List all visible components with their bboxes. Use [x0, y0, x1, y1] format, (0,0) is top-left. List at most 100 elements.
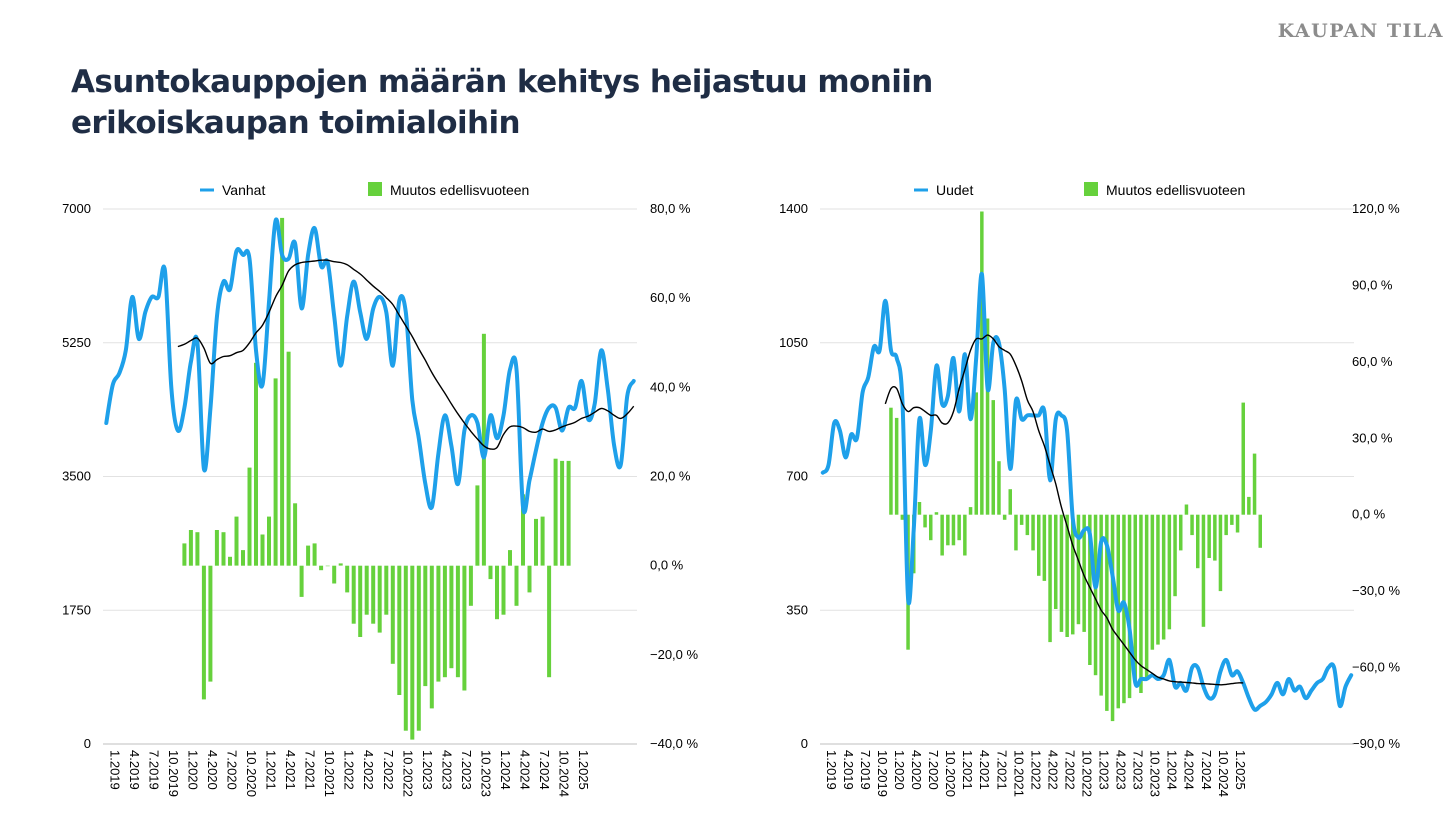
bar-change: [1196, 514, 1200, 569]
bar-change: [195, 532, 200, 566]
x-tick-label: 7.2024: [537, 750, 552, 790]
y-right-tick-label: −60,0 %: [1352, 660, 1401, 675]
bar-change: [286, 351, 291, 566]
bar-change: [1139, 514, 1143, 693]
page-title: Asuntokauppojen määrän kehitys heijastuu…: [71, 62, 1071, 144]
bar-change: [1230, 514, 1234, 525]
x-tick-label: 10.2020: [244, 750, 259, 797]
x-tick-label: 1.2023: [420, 750, 435, 790]
bar-change: [390, 565, 395, 664]
bar-change: [201, 565, 206, 700]
x-tick-label: 4.2019: [127, 750, 142, 790]
bar-change: [208, 565, 213, 682]
y-right-tick-label: 0,0 %: [1352, 507, 1386, 522]
trend-line: [884, 334, 1244, 686]
x-tick-label: 10.2022: [400, 750, 415, 797]
x-tick-label: 7.2023: [1131, 750, 1146, 790]
x-tick-label: 1.2022: [1028, 750, 1043, 790]
legend-bar-swatch: [1084, 182, 1098, 196]
bar-change: [1002, 514, 1007, 520]
x-tick-label: 1.2020: [185, 750, 200, 790]
legend-bar-label: Muutos edellisvuoteen: [390, 182, 529, 198]
bar-change: [462, 565, 467, 691]
bar-change: [1065, 514, 1069, 637]
bar-change: [501, 565, 506, 615]
x-tick-label: 10.2020: [943, 750, 958, 797]
bar-change: [410, 565, 415, 740]
bar-change: [514, 565, 519, 606]
bar-change: [534, 518, 538, 566]
x-tick-label: 7.2020: [926, 750, 941, 790]
y-right-tick-label: 0,0 %: [650, 558, 684, 573]
y-left-tick-label: 1050: [779, 335, 808, 350]
bar-change: [957, 514, 961, 541]
y-right-tick-label: 120,0 %: [1352, 201, 1400, 216]
x-tick-label: 4.2021: [283, 750, 298, 790]
bar-change: [429, 565, 434, 709]
bar-change: [221, 532, 226, 566]
title-line-2: erikoiskaupan toimialoihin: [71, 105, 521, 141]
bar-change: [951, 514, 956, 546]
bar-change: [384, 565, 389, 615]
x-tick-label: 7.2022: [1062, 750, 1077, 790]
bar-change: [968, 507, 973, 515]
x-tick-label: 4.2020: [205, 750, 220, 790]
bar-change: [1184, 504, 1189, 515]
bar-change: [1048, 514, 1052, 643]
bar-change: [495, 565, 499, 620]
bar-change: [1235, 514, 1240, 533]
bar-change: [442, 565, 447, 678]
bar-change: [974, 392, 978, 515]
bar-change: [1213, 514, 1217, 561]
bar-change: [1150, 514, 1155, 650]
bar-change: [319, 565, 324, 571]
bar-change: [345, 565, 350, 593]
bar-change: [182, 543, 187, 566]
bar-change: [1008, 489, 1012, 515]
chart-uudet: 0 350 700 1050 1400 −90,0 % −60,0 % −30,0 % 0,0 …: [779, 182, 1401, 797]
y-left-tick-label: 350: [786, 602, 808, 617]
bar-change: [940, 514, 944, 556]
x-tick-label: 7.2024: [1199, 750, 1214, 790]
bar-change: [547, 565, 552, 678]
bar-change: [553, 458, 558, 566]
x-tick-label: 4.2022: [1045, 750, 1060, 790]
y-left-tick-label: 1400: [779, 201, 808, 216]
y-right-tick-label: 90,0 %: [1352, 277, 1393, 292]
x-tick-label: 7.2021: [994, 750, 1009, 790]
bar-change: [1071, 514, 1075, 635]
trend-line: [177, 259, 635, 450]
bar-change: [293, 503, 298, 566]
y-right-tick-label: 80,0 %: [650, 201, 691, 216]
bar-change: [900, 514, 905, 520]
x-tick-label: 7.2019: [858, 750, 873, 790]
bar-change: [1190, 514, 1194, 536]
x-tick-label: 4.2020: [909, 750, 924, 790]
y-right-tick-label: −40,0 %: [650, 736, 699, 751]
x-tick-label: 10.2021: [1011, 750, 1026, 797]
bar-change: [468, 565, 473, 606]
y-right-tick-label: −30,0 %: [1352, 583, 1401, 598]
bar-change: [358, 565, 363, 637]
bar-change: [267, 516, 271, 566]
bar-change: [508, 550, 512, 566]
bar-change: [1042, 514, 1047, 581]
bar-change: [1031, 514, 1035, 551]
y-right-tick-label: 60,0 %: [1352, 354, 1393, 369]
x-tick-label: 4.2022: [361, 750, 376, 790]
y-right-tick-label: −90,0 %: [1352, 736, 1401, 751]
x-tick-label: 1.2024: [498, 750, 513, 790]
bar-change: [917, 502, 922, 515]
bar-change: [475, 485, 480, 566]
y-left-tick-label: 5250: [62, 335, 91, 350]
bar-change: [1014, 514, 1018, 551]
chart-vanhat: 0 1750 3500 5250 7000 −40,0 % −20,0 % 0,0 % 20,0…: [62, 182, 699, 797]
bar-change: [560, 460, 565, 566]
bar-change: [260, 534, 265, 566]
y-right-tick-label: 60,0 %: [650, 290, 691, 305]
x-tick-label: 1.2021: [264, 750, 279, 790]
x-tick-label: 7.2019: [146, 750, 161, 790]
bar-change: [1258, 514, 1262, 548]
y-left-tick-label: 3500: [62, 469, 91, 484]
bar-change: [280, 217, 285, 566]
